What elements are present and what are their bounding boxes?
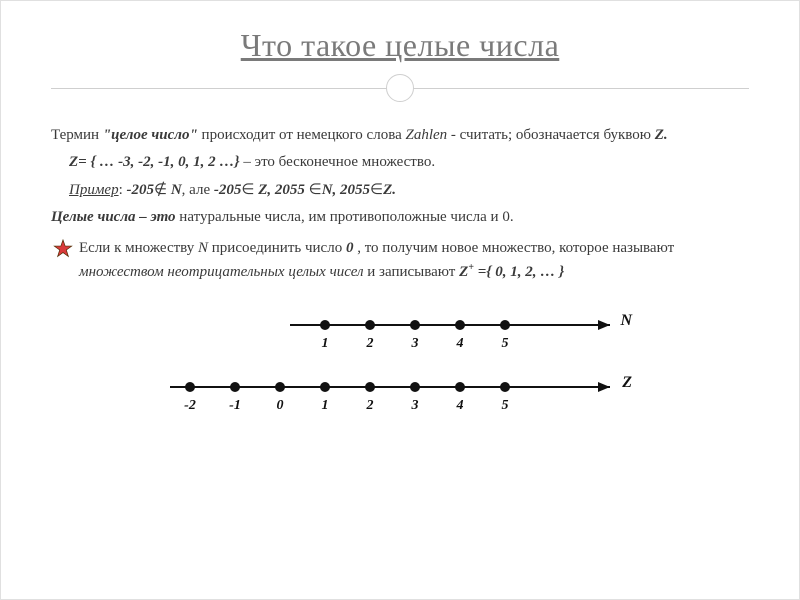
svg-text:3: 3	[411, 398, 419, 413]
num: -205	[214, 182, 242, 198]
text: присоединить число	[208, 240, 346, 256]
svg-text:2: 2	[366, 336, 374, 351]
para-example: Пример: -205∉ N, але -205∈ Z, 2055 ∈N, 2…	[51, 179, 749, 202]
text: , то получим новое множество, которое на…	[353, 240, 674, 256]
svg-text:4: 4	[456, 336, 464, 351]
slide: Что такое целые числа Термин "целое числ…	[0, 0, 800, 600]
svg-text:5: 5	[502, 336, 509, 351]
svg-text:1: 1	[322, 398, 329, 413]
svg-text:-1: -1	[229, 398, 241, 413]
z-plus: Z	[459, 264, 468, 280]
para-term: Термин "целое число" происходит от немец…	[51, 124, 749, 147]
svg-text:1: 1	[322, 336, 329, 351]
notin-icon: ∉	[154, 182, 167, 198]
para-zplus: Если к множеству N присоединить число 0 …	[51, 237, 749, 285]
set-z: Z= { … -3, -2, -1, 0, 1, 2 …}	[69, 154, 240, 170]
axis-n-label: N	[620, 309, 632, 334]
term-quote: "целое число"	[103, 127, 198, 143]
set: N, 2055	[322, 182, 370, 198]
text: - считать; обозначается буквою	[451, 127, 655, 143]
text: и записывают	[364, 264, 460, 280]
svg-text:4: 4	[456, 398, 464, 413]
in-icon: ∈	[309, 182, 322, 198]
svg-text:3: 3	[411, 336, 419, 351]
set: Z, 2055	[254, 182, 308, 198]
example-label: Пример	[69, 182, 119, 198]
text: – это бесконечное множество.	[240, 154, 435, 170]
axis-z-label: Z	[622, 371, 632, 396]
z-plus-set: ={ 0, 1, 2, … }	[474, 264, 564, 280]
number-lines-svg: 1 2 3 4 5 -2 -1 0 1 2 3 4 5	[170, 307, 630, 437]
number-lines: 1 2 3 4 5 -2 -1 0 1 2 3 4 5 N Z	[170, 307, 630, 437]
text: происходит от немецкого слова	[198, 127, 406, 143]
svg-text:2: 2	[366, 398, 374, 413]
in-icon: ∈	[370, 182, 383, 198]
text: Если к множеству	[79, 240, 198, 256]
slide-title: Что такое целые числа	[51, 27, 749, 64]
nonneg-set: множеством неотрицательных целых чисел	[79, 264, 364, 280]
letter-z: Z.	[655, 127, 668, 143]
para-set: Z= { … -3, -2, -1, 0, 1, 2 …} – это беск…	[51, 151, 749, 174]
text: , але	[182, 182, 214, 198]
zahlen: Zahlen	[405, 127, 450, 143]
in-icon: ∈	[241, 182, 254, 198]
svg-text:5: 5	[502, 398, 509, 413]
ornament-line	[51, 88, 387, 89]
para-definition: Целые числа – это натуральные числа, им …	[51, 206, 749, 229]
set: Z.	[383, 182, 396, 198]
text: :	[119, 182, 127, 198]
ornament-line	[413, 88, 749, 89]
body-text: Термин "целое число" происходит от немец…	[51, 124, 749, 437]
set: N	[167, 182, 182, 198]
star-icon	[53, 239, 73, 259]
title-ornament	[51, 74, 749, 102]
svg-text:-2: -2	[184, 398, 196, 413]
text: Термин	[51, 127, 103, 143]
text: натуральные числа, им противоположные чи…	[176, 209, 514, 225]
svg-text:0: 0	[277, 398, 284, 413]
set-n: N	[198, 240, 208, 256]
def-head: Целые числа – это	[51, 209, 176, 225]
num: -205	[127, 182, 155, 198]
ornament-circle	[386, 74, 414, 102]
